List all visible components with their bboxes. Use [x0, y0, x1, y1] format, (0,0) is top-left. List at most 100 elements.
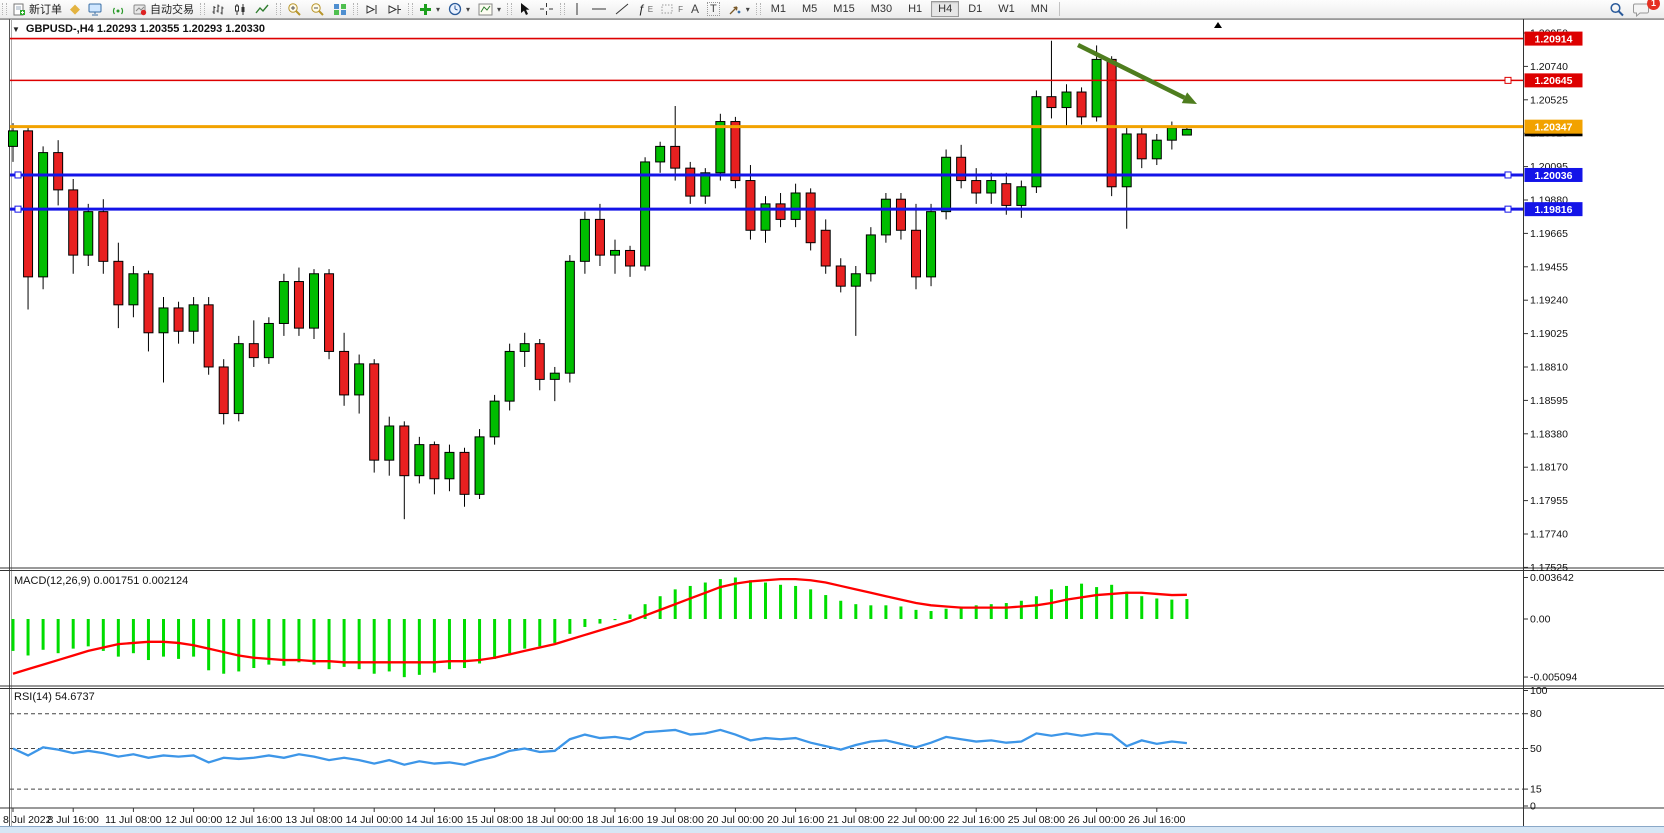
candle[interactable] — [263, 317, 274, 364]
candle[interactable] — [203, 297, 214, 375]
text-label-button[interactable]: T — [703, 1, 724, 17]
candle[interactable] — [594, 203, 605, 266]
candle[interactable] — [68, 179, 79, 274]
candle[interactable] — [956, 144, 967, 189]
candle[interactable] — [579, 211, 590, 274]
search-button[interactable] — [1605, 1, 1629, 17]
templates-button[interactable]: ▾ — [474, 1, 505, 17]
line-handle[interactable] — [1504, 171, 1512, 179]
candle[interactable] — [880, 192, 891, 243]
candle[interactable] — [399, 421, 410, 520]
candle[interactable] — [354, 354, 365, 414]
line-handle[interactable] — [1504, 205, 1512, 213]
vertical-line-button[interactable] — [567, 1, 587, 17]
chart-shift-button[interactable] — [383, 1, 406, 17]
candle[interactable] — [53, 140, 64, 206]
candle[interactable] — [23, 127, 34, 310]
cursor-button[interactable] — [514, 1, 535, 17]
terminal-button[interactable] — [84, 1, 107, 17]
candle[interactable] — [715, 113, 726, 181]
candle[interactable] — [865, 227, 876, 282]
candle[interactable] — [790, 183, 801, 228]
fibonacci-button[interactable]: F — [657, 1, 687, 17]
candle[interactable] — [474, 429, 485, 499]
candle[interactable] — [444, 444, 455, 492]
timeframe-M5[interactable]: M5 — [802, 3, 818, 15]
candle[interactable] — [293, 267, 304, 336]
candle[interactable] — [685, 161, 696, 204]
candle[interactable] — [429, 441, 440, 495]
candle[interactable] — [369, 359, 380, 473]
candle[interactable] — [489, 394, 500, 445]
candle[interactable] — [324, 269, 335, 360]
timeframe-H1[interactable]: H1 — [908, 3, 923, 15]
candle[interactable] — [911, 203, 921, 290]
timeframe-H4[interactable]: H4 — [931, 1, 960, 17]
candle[interactable] — [1031, 90, 1042, 193]
candle[interactable] — [805, 188, 816, 251]
candle[interactable] — [895, 192, 906, 240]
candle[interactable] — [534, 339, 545, 391]
candle[interactable] — [835, 258, 846, 293]
auto-scroll-button[interactable] — [360, 1, 383, 17]
candle[interactable] — [564, 255, 575, 383]
timeframe-D1[interactable]: D1 — [968, 3, 983, 15]
candle[interactable] — [1076, 87, 1087, 125]
candle[interactable] — [549, 366, 560, 402]
candle[interactable] — [1016, 180, 1027, 218]
line-handle[interactable] — [1504, 76, 1512, 84]
candle[interactable] — [173, 301, 184, 344]
candle[interactable] — [1091, 45, 1102, 122]
bar-chart-button[interactable] — [207, 1, 229, 17]
candle[interactable] — [158, 297, 169, 383]
tile-windows-button[interactable] — [329, 1, 351, 17]
timeframe-MN[interactable]: MN — [1030, 3, 1048, 15]
candle[interactable] — [745, 165, 756, 240]
new-order-button[interactable]: 新订单 — [9, 1, 66, 17]
candle[interactable] — [1151, 133, 1162, 166]
candle[interactable] — [1136, 127, 1147, 169]
indicators-button[interactable]: ▾ — [415, 1, 444, 17]
horizontal-line-button[interactable] — [587, 1, 611, 17]
candle[interactable] — [1061, 84, 1072, 127]
periods-button[interactable]: ▾ — [444, 1, 474, 17]
line-handle[interactable] — [14, 171, 22, 179]
arrows-button[interactable]: ▾ — [724, 1, 754, 17]
candle[interactable] — [504, 343, 515, 411]
candle[interactable] — [986, 172, 997, 204]
candle[interactable] — [1121, 126, 1132, 229]
crosshair-button[interactable] — [535, 1, 558, 17]
symbol-dropdown-icon[interactable]: ▼ — [12, 24, 20, 34]
candle[interactable] — [339, 332, 350, 406]
line-chart-button[interactable] — [251, 1, 274, 17]
line-handle[interactable] — [14, 205, 22, 213]
candle[interactable] — [655, 141, 666, 173]
candle[interactable] — [414, 436, 425, 484]
timeframe-M30[interactable]: M30 — [870, 3, 893, 15]
candle[interactable] — [610, 239, 620, 274]
candle[interactable] — [670, 106, 681, 181]
candle[interactable] — [113, 242, 124, 329]
candle[interactable] — [384, 416, 395, 476]
text-button[interactable]: A — [687, 1, 703, 17]
trendline-button[interactable] — [611, 1, 634, 17]
candle[interactable] — [233, 335, 244, 422]
candle[interactable] — [820, 219, 831, 274]
market-watch-button[interactable]: ◆ — [66, 1, 84, 17]
candle[interactable] — [309, 269, 319, 340]
candle[interactable] — [278, 273, 289, 336]
candle[interactable] — [8, 123, 18, 162]
candle[interactable] — [850, 265, 861, 336]
zoom-in-button[interactable] — [283, 1, 306, 17]
notifications-button[interactable]: 1 — [1629, 0, 1660, 17]
candle[interactable] — [625, 245, 636, 277]
candle[interactable] — [98, 199, 109, 274]
candle[interactable] — [143, 270, 154, 352]
candle[interactable] — [218, 359, 229, 425]
chart-canvas[interactable]: 1.209501.207401.205251.203101.200951.198… — [0, 19, 1664, 833]
candle[interactable] — [926, 203, 937, 287]
candle[interactable] — [519, 332, 530, 367]
signals-button[interactable] — [107, 1, 129, 17]
candle[interactable] — [38, 146, 49, 290]
